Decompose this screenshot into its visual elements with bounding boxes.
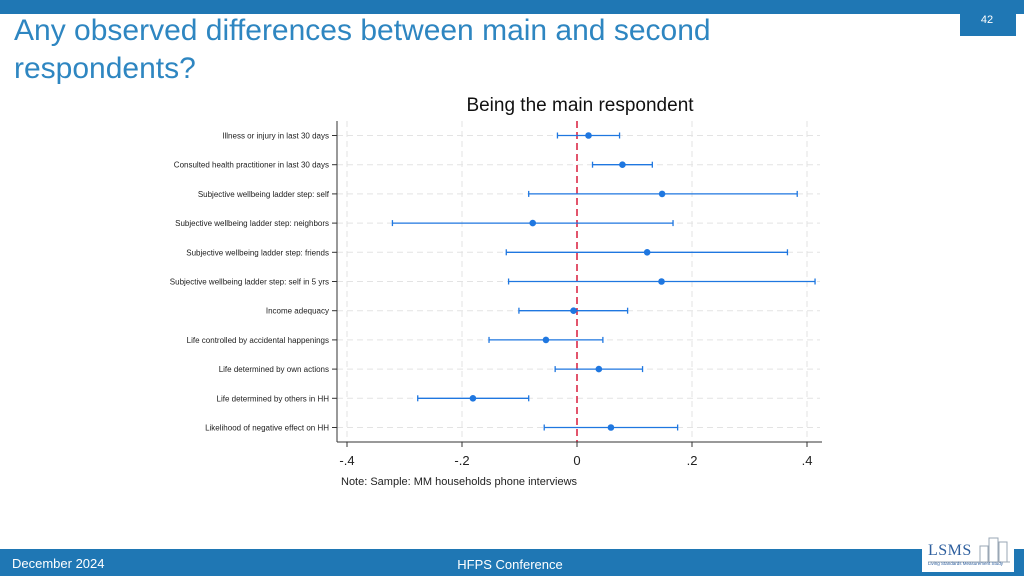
axis-layer: -.4 -.2 0 .2 .4 <box>332 121 822 468</box>
estimate-point <box>658 190 666 198</box>
chart-title: Being the main respondent <box>466 95 694 116</box>
estimate-point <box>529 219 537 227</box>
y-tick-label: Life determined by own actions <box>219 365 329 374</box>
x-tick-label: -.4 <box>339 453 354 468</box>
footer-event: HFPS Conference <box>457 557 563 572</box>
estimate-point <box>607 424 615 431</box>
x-tick-label: .4 <box>802 453 813 468</box>
estimate-point <box>585 132 592 139</box>
bottom-banner <box>0 549 1024 576</box>
y-tick-label: Illness or injury in last 30 days <box>222 132 329 141</box>
x-tick-label: .2 <box>687 453 698 468</box>
chart-note: Note: Sample: MM households phone interv… <box>341 476 578 488</box>
lsms-logo: LSMS Living Standards Measurement Study <box>922 528 1014 572</box>
top-banner <box>0 0 1024 14</box>
estimate-point <box>469 395 477 402</box>
y-tick-label: Life controlled by accidental happenings <box>187 336 329 345</box>
logo-subtext: Living Standards Measurement Study <box>928 561 1004 566</box>
y-tick-label: Subjective wellbeing ladder step: self <box>198 190 330 199</box>
y-tick-label: Subjective wellbeing ladder step: friend… <box>186 248 329 257</box>
logo-text: LSMS <box>928 542 972 559</box>
y-tick-label: Subjective wellbeing ladder step: self i… <box>170 278 329 287</box>
footer-date: December 2024 <box>12 556 105 571</box>
y-tick-label: Likelihood of negative effect on HH <box>205 424 329 433</box>
page-number: 42 <box>980 14 994 26</box>
estimate-point <box>658 278 665 285</box>
estimate-point <box>619 161 626 168</box>
page-number-box <box>960 8 1016 36</box>
ci-layer <box>391 132 816 431</box>
logo-buildings-icon <box>928 537 1010 563</box>
estimate-point <box>595 365 603 373</box>
estimate-point <box>542 336 550 344</box>
x-tick-label: 0 <box>573 453 580 468</box>
estimate-point <box>570 307 577 315</box>
x-tick-label: -.2 <box>454 453 469 468</box>
label-layer: Illness or injury in last 30 days Consult… <box>170 132 330 433</box>
y-tick-label: Income adequacy <box>266 307 329 316</box>
slide-title: Any observed differences between main an… <box>14 14 711 85</box>
point-layer <box>469 132 666 431</box>
estimate-point <box>643 249 651 256</box>
y-tick-label: Life determined by others in HH <box>217 394 330 403</box>
y-tick-label: Consulted health practitioner in last 30… <box>174 161 329 170</box>
y-tick-label: Subjective wellbeing ladder step: neighb… <box>175 219 329 228</box>
